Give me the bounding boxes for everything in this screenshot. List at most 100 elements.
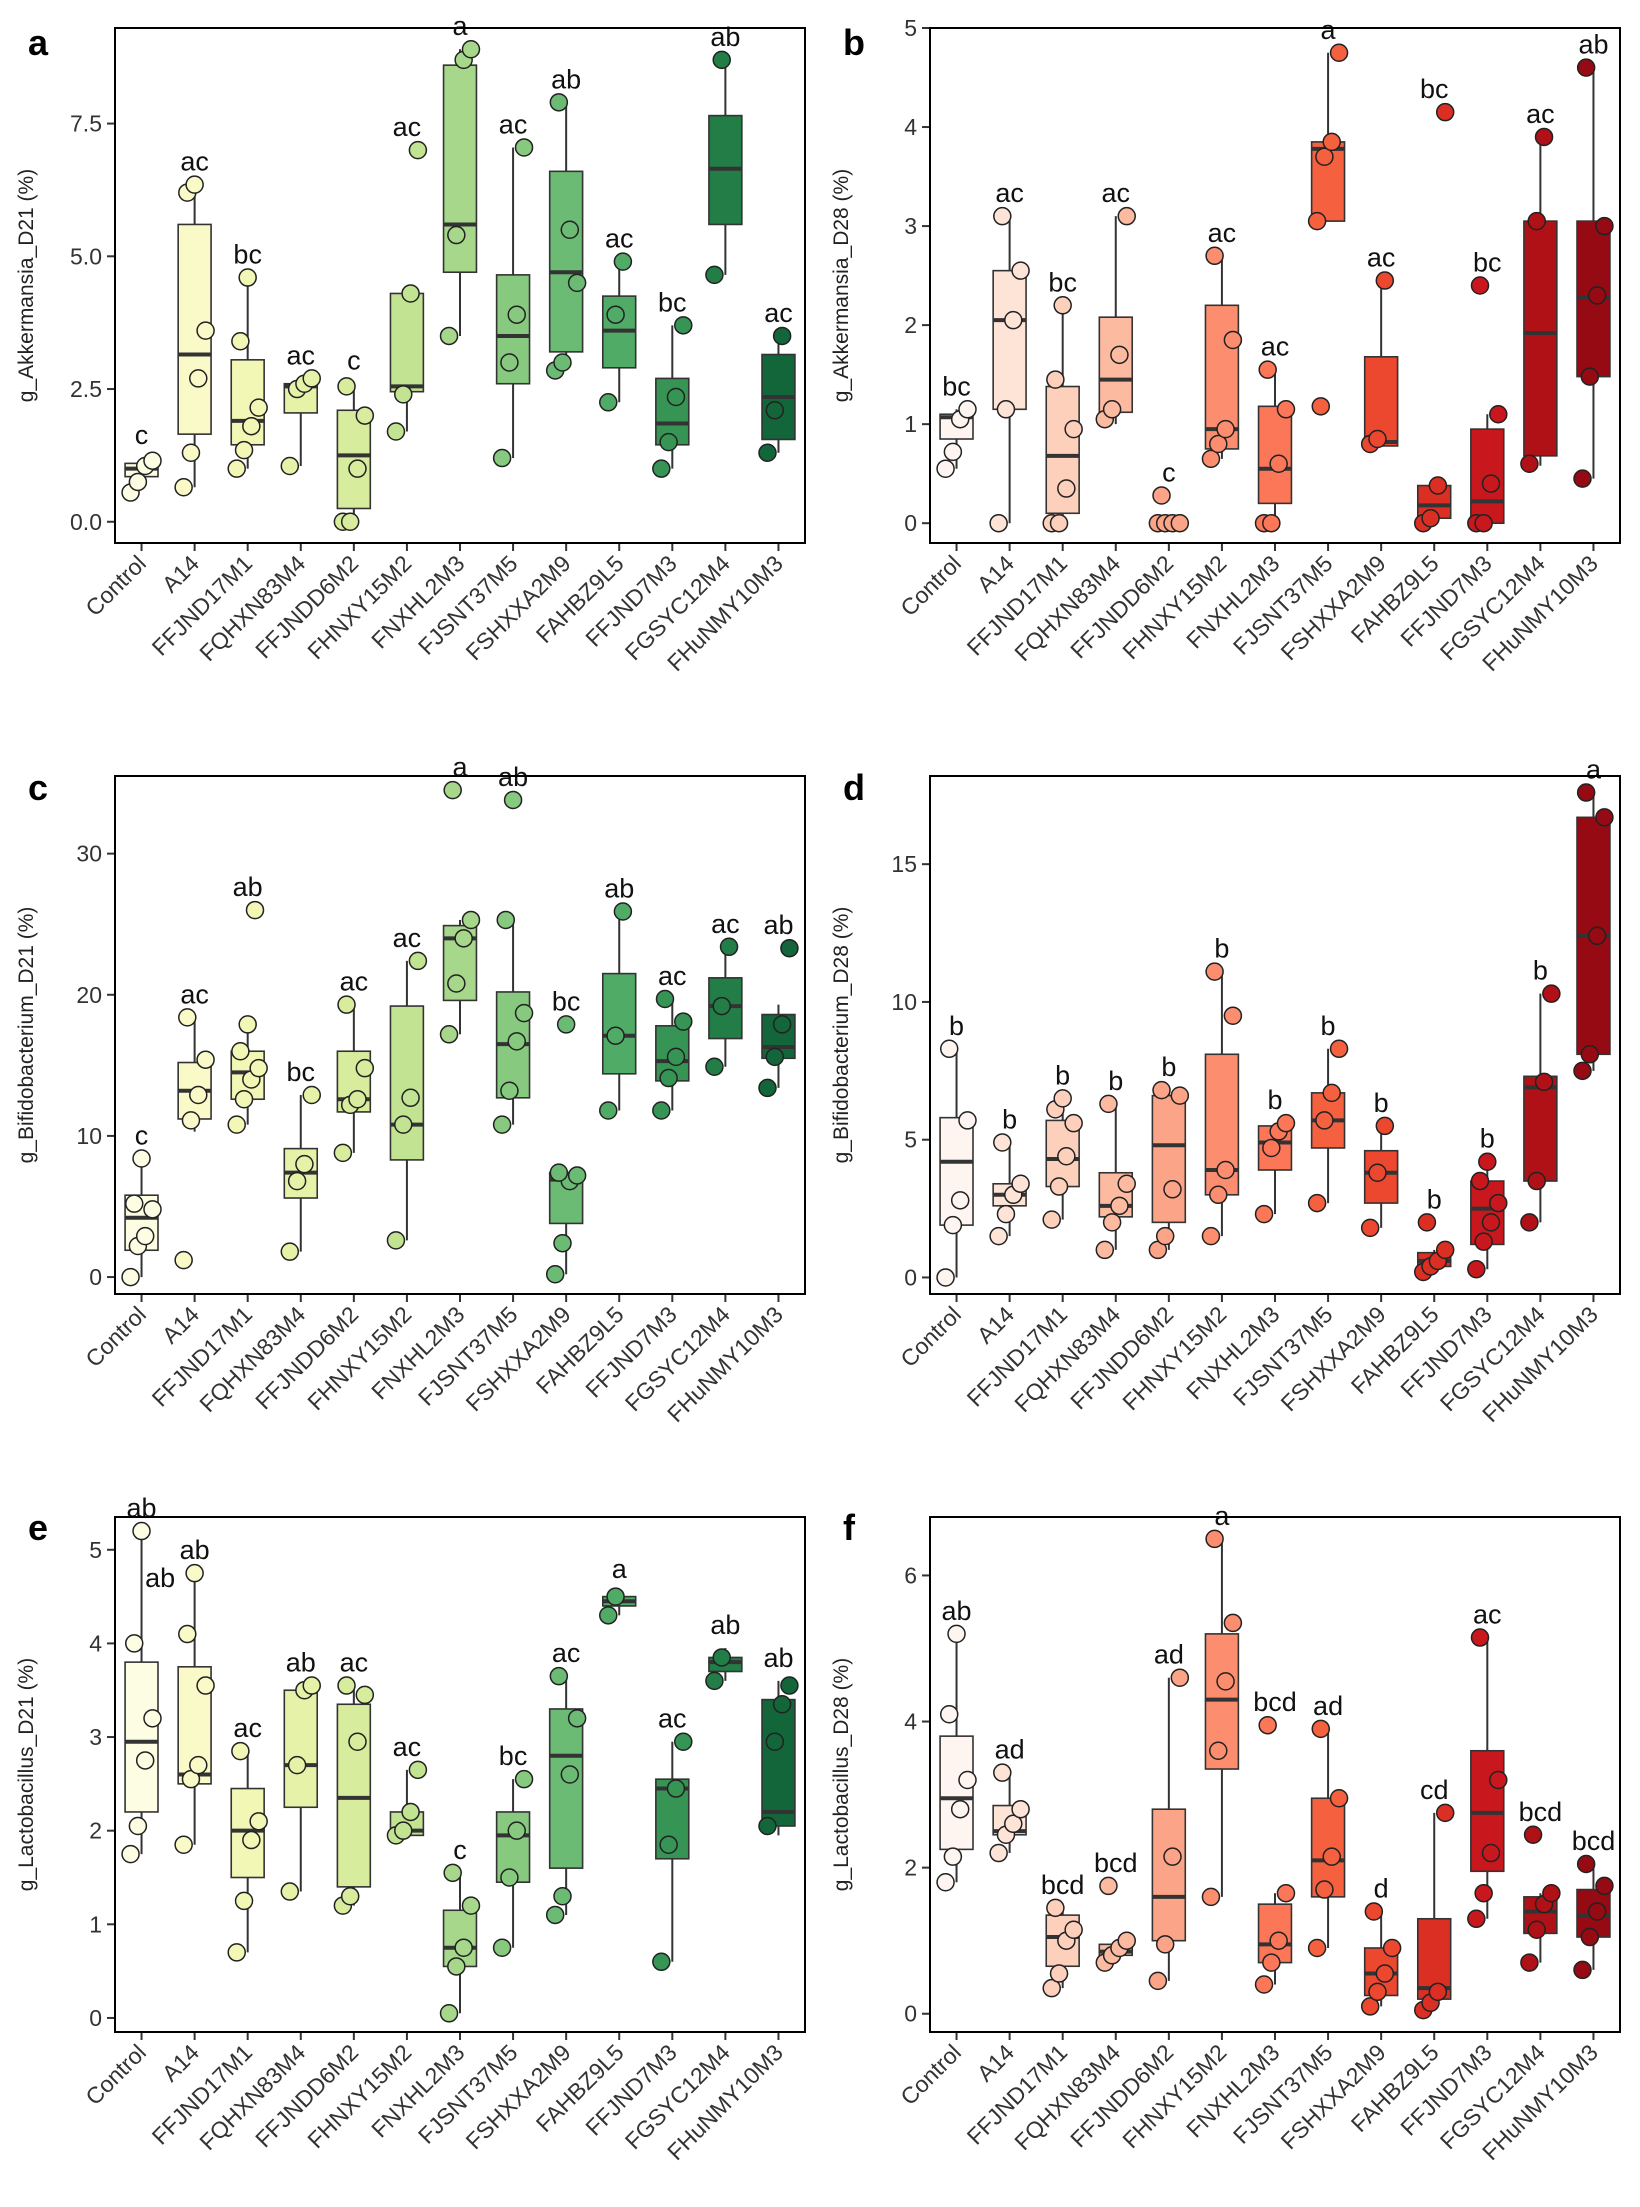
x-tick-label: A14: [972, 1301, 1019, 1348]
data-point: [295, 1154, 314, 1174]
data-point: [408, 1760, 428, 1780]
data-point: [401, 1088, 420, 1108]
box-Control: b: [936, 1011, 977, 1287]
data-point: [337, 377, 356, 396]
data-point: [1375, 1116, 1395, 1136]
data-point: [939, 1039, 959, 1059]
data-point: [1382, 1938, 1402, 1958]
data-point: [567, 1709, 587, 1728]
box-FQHXN83M4: bc: [280, 1057, 321, 1261]
data-point: [1170, 1086, 1190, 1105]
y-tick-label: 6: [904, 1562, 917, 1588]
y-tick-label: 4: [89, 1630, 102, 1656]
data-point: [355, 1685, 375, 1705]
significance-label: ac: [1526, 99, 1555, 129]
data-point: [1368, 1163, 1387, 1183]
data-point: [245, 900, 265, 920]
data-point: [1573, 1061, 1592, 1081]
plot-frame: [114, 1516, 806, 2033]
data-point: [1099, 1876, 1118, 1896]
box-iqr: [1151, 1094, 1187, 1224]
y-tick-label: 7.5: [70, 111, 102, 137]
data-point: [1322, 132, 1341, 152]
box-FFJND17M1: bc: [1042, 267, 1083, 533]
data-point: [950, 1799, 970, 1819]
box-iqr: [548, 170, 584, 353]
significance-label: ad: [1154, 1640, 1184, 1670]
data-point: [666, 1047, 686, 1067]
significance-label: bc: [233, 240, 262, 270]
box-iqr: [389, 1005, 425, 1161]
data-point: [1474, 1883, 1493, 1903]
data-point: [1216, 1672, 1235, 1691]
data-point: [196, 321, 215, 340]
y-tick-label: 1: [904, 411, 917, 437]
data-point: [993, 1763, 1012, 1782]
data-point: [553, 1886, 572, 1906]
y-tick-label: 10: [891, 989, 917, 1015]
y-tick-label: 20: [76, 982, 102, 1008]
data-point: [1534, 1072, 1554, 1092]
panel-letter: d: [843, 767, 865, 808]
data-point: [355, 406, 375, 425]
box-FJSNT37M5: b: [1307, 1011, 1349, 1213]
significance-label: ac: [340, 1648, 369, 1678]
y-axis-label: g_Lactobacillus_D21 (%): [15, 1658, 38, 1891]
y-tick-label: 3: [904, 213, 917, 239]
significance-label: ab: [942, 1596, 972, 1626]
box-FFJND17M1: bcd: [1041, 1870, 1084, 1998]
data-point: [454, 1938, 473, 1957]
data-point: [958, 400, 977, 419]
y-tick-label: 1: [89, 1911, 102, 1937]
box-FNXHL2M3: a: [439, 11, 481, 346]
box-FGSYC12M4: ab: [705, 22, 743, 285]
data-point: [189, 1085, 208, 1105]
data-point: [189, 1755, 208, 1775]
box-FJSNT37M5: ad: [1307, 1691, 1349, 1958]
data-point: [196, 1676, 215, 1695]
data-point: [1258, 360, 1277, 379]
data-point: [1064, 1920, 1083, 1939]
data-point: [1201, 1226, 1221, 1246]
data-point: [132, 1149, 151, 1168]
box-A14: ac: [989, 178, 1030, 533]
box-FAHBZ9L5: bc: [1414, 74, 1455, 533]
panel-e: e g_Lactobacillus_D21 (%) 0 1 2 3 4 5 ab Control a…: [15, 1493, 806, 2165]
significance-label: ab: [180, 1535, 210, 1565]
data-point: [443, 780, 462, 800]
box-FJSNT37M5: ab: [492, 762, 534, 1134]
data-point: [772, 1015, 792, 1034]
box-A14: ab: [174, 1535, 215, 1854]
significance-label: ac: [233, 1713, 262, 1743]
box-Control: bc: [936, 371, 977, 478]
data-point: [1258, 1715, 1277, 1735]
data-point: [178, 1624, 197, 1644]
data-point: [121, 1267, 140, 1287]
box-FFJNDD6M2: c: [1148, 457, 1190, 533]
significance-label: ac: [340, 967, 369, 997]
data-point: [135, 1751, 155, 1770]
significance-label: a: [1586, 755, 1602, 785]
data-point: [287, 1755, 307, 1775]
data-point: [1580, 1045, 1600, 1064]
y-tick-label: 5: [904, 15, 917, 41]
data-point: [1542, 984, 1561, 1003]
data-point: [674, 1732, 693, 1751]
data-point: [337, 1676, 356, 1695]
significance-label: ad: [1313, 1691, 1343, 1721]
data-point: [659, 1068, 678, 1088]
data-point: [950, 1191, 970, 1210]
y-tick-label: 4: [904, 114, 917, 140]
data-point: [492, 1938, 512, 1957]
data-point: [249, 1812, 268, 1831]
box-FGSYC12M4: b: [1520, 956, 1561, 1232]
plot-frame: [929, 27, 1621, 544]
data-point: [1155, 1226, 1175, 1246]
data-point: [231, 1741, 250, 1761]
data-point: [1470, 276, 1490, 295]
box-FHNXY15M2: ac: [386, 112, 428, 441]
data-point: [765, 1047, 785, 1067]
data-point: [1315, 147, 1334, 166]
significance-label: ac: [1367, 243, 1396, 273]
data-point: [128, 472, 148, 492]
